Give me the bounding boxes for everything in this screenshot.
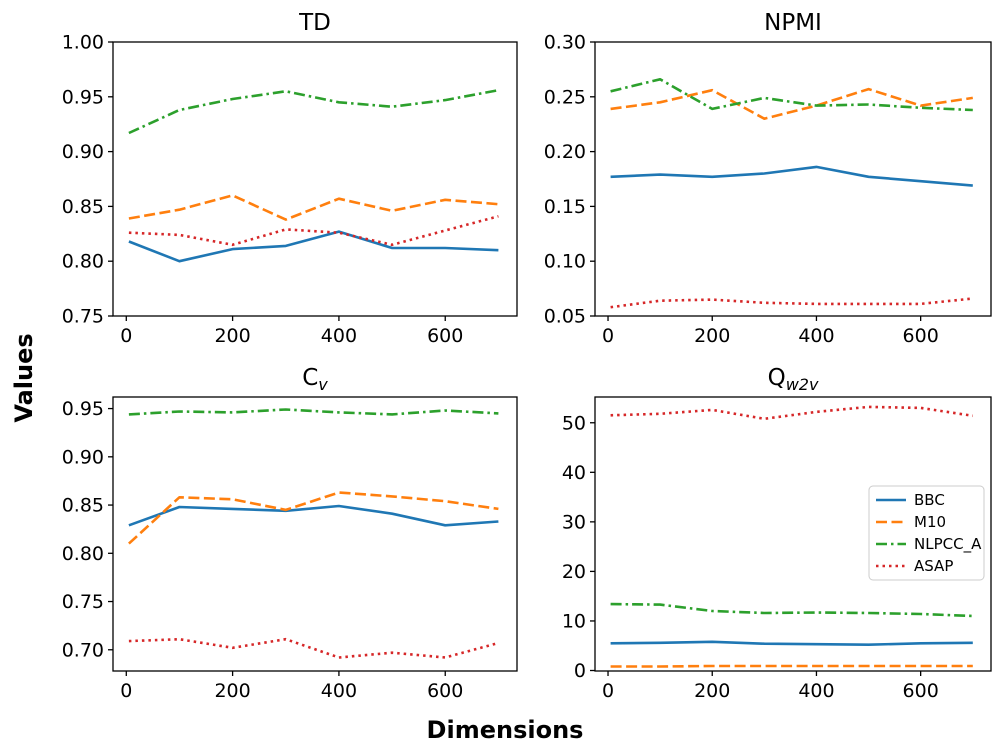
x-tick-label: 200	[214, 680, 250, 702]
figure-x-label: Dimensions	[427, 716, 584, 744]
legend-label: M10	[914, 513, 946, 531]
y-tick-label: 1.00	[62, 32, 104, 54]
y-tick-label: 0.05	[544, 306, 586, 328]
y-tick-label: 0.95	[62, 398, 104, 420]
series-line-m10	[128, 194, 499, 221]
y-tick-label: 0.70	[62, 639, 104, 661]
series-line-m10	[610, 87, 973, 120]
axes-frame	[594, 396, 992, 672]
x-tick-label: 400	[798, 680, 834, 702]
legend-label: BBC	[914, 491, 945, 509]
x-tick-label: 400	[321, 325, 357, 347]
y-tick-label: 0.30	[544, 32, 586, 54]
series-line-asap	[128, 637, 499, 659]
subplot-title: NPMI	[764, 10, 822, 36]
x-tick-label: 200	[214, 325, 250, 347]
x-tick-label: 600	[903, 680, 939, 702]
series-line-nlpcc-a	[128, 88, 499, 135]
y-tick-label: 0.25	[544, 86, 586, 108]
subplot-3: 0 200 400 600 0 10 20 30 40 50 Qw2v BBC M10 NLPCC_A AS…	[562, 365, 992, 702]
legend-label: NLPCC_A	[914, 535, 982, 554]
y-tick-label: 0.75	[62, 306, 104, 328]
y-tick-label: 0	[574, 660, 586, 682]
series-line-asap	[610, 405, 973, 421]
subplot-0: 0 200 400 600 0.75 0.80 0.85 0.90 0.95 1.00 TD	[62, 10, 518, 347]
x-tick-label: 200	[694, 325, 730, 347]
y-tick-label: 50	[562, 412, 586, 434]
subplot-title: Cv	[302, 365, 328, 394]
y-tick-label: 0.80	[62, 251, 104, 273]
y-tick-label: 10	[562, 610, 586, 632]
x-tick-label: 0	[120, 680, 132, 702]
series-line-bbc	[610, 640, 973, 647]
y-tick-label: 40	[562, 462, 586, 484]
figure-y-label: Values	[10, 333, 38, 422]
y-tick-label: 0.90	[62, 141, 104, 163]
series-line-bbc	[128, 504, 499, 527]
subplot-2: 0 200 400 600 0.70 0.75 0.80 0.85 0.90 0.95 Cv	[62, 365, 518, 702]
y-tick-label: 0.95	[62, 86, 104, 108]
x-tick-label: 0	[602, 325, 614, 347]
y-tick-label: 0.90	[62, 446, 104, 468]
series-line-nlpcc-a	[610, 78, 973, 112]
y-tick-label: 0.15	[544, 196, 586, 218]
y-tick-label: 0.85	[62, 196, 104, 218]
subplot-1: 0 200 400 600 0.05 0.10 0.15 0.20 0.25 0.30 NPMI	[544, 10, 992, 347]
y-tick-label: 0.80	[62, 543, 104, 565]
y-tick-label: 0.85	[62, 495, 104, 517]
x-tick-label: 600	[427, 680, 463, 702]
y-tick-label: 0.20	[544, 141, 586, 163]
series-line-nlpcc-a	[610, 602, 973, 618]
legend: BBC M10 NLPCC_A ASAP	[868, 485, 985, 581]
x-tick-label: 0	[602, 680, 614, 702]
axes-frame	[594, 41, 992, 317]
series-line-asap	[128, 215, 499, 247]
x-tick-label: 0	[120, 325, 132, 347]
x-tick-label: 600	[903, 325, 939, 347]
axes-frame	[112, 396, 518, 672]
series-line-asap	[610, 297, 973, 309]
y-tick-label: 30	[562, 511, 586, 533]
x-tick-label: 400	[321, 680, 357, 702]
legend-label: ASAP	[914, 557, 953, 575]
subplot-title: Qw2v	[768, 365, 819, 394]
x-tick-label: 600	[427, 325, 463, 347]
series-line-m10	[610, 664, 973, 668]
x-tick-label: 400	[798, 325, 834, 347]
series-line-bbc	[128, 230, 499, 263]
series-line-m10	[128, 491, 499, 545]
legend-box	[868, 485, 985, 581]
y-tick-label: 20	[562, 561, 586, 583]
axes-frame	[112, 41, 518, 317]
x-tick-label: 200	[694, 680, 730, 702]
y-tick-label: 0.10	[544, 251, 586, 273]
series-line-bbc	[610, 165, 973, 187]
y-tick-label: 0.75	[62, 591, 104, 613]
subplot-title: TD	[298, 10, 331, 36]
series-line-nlpcc-a	[128, 408, 499, 416]
